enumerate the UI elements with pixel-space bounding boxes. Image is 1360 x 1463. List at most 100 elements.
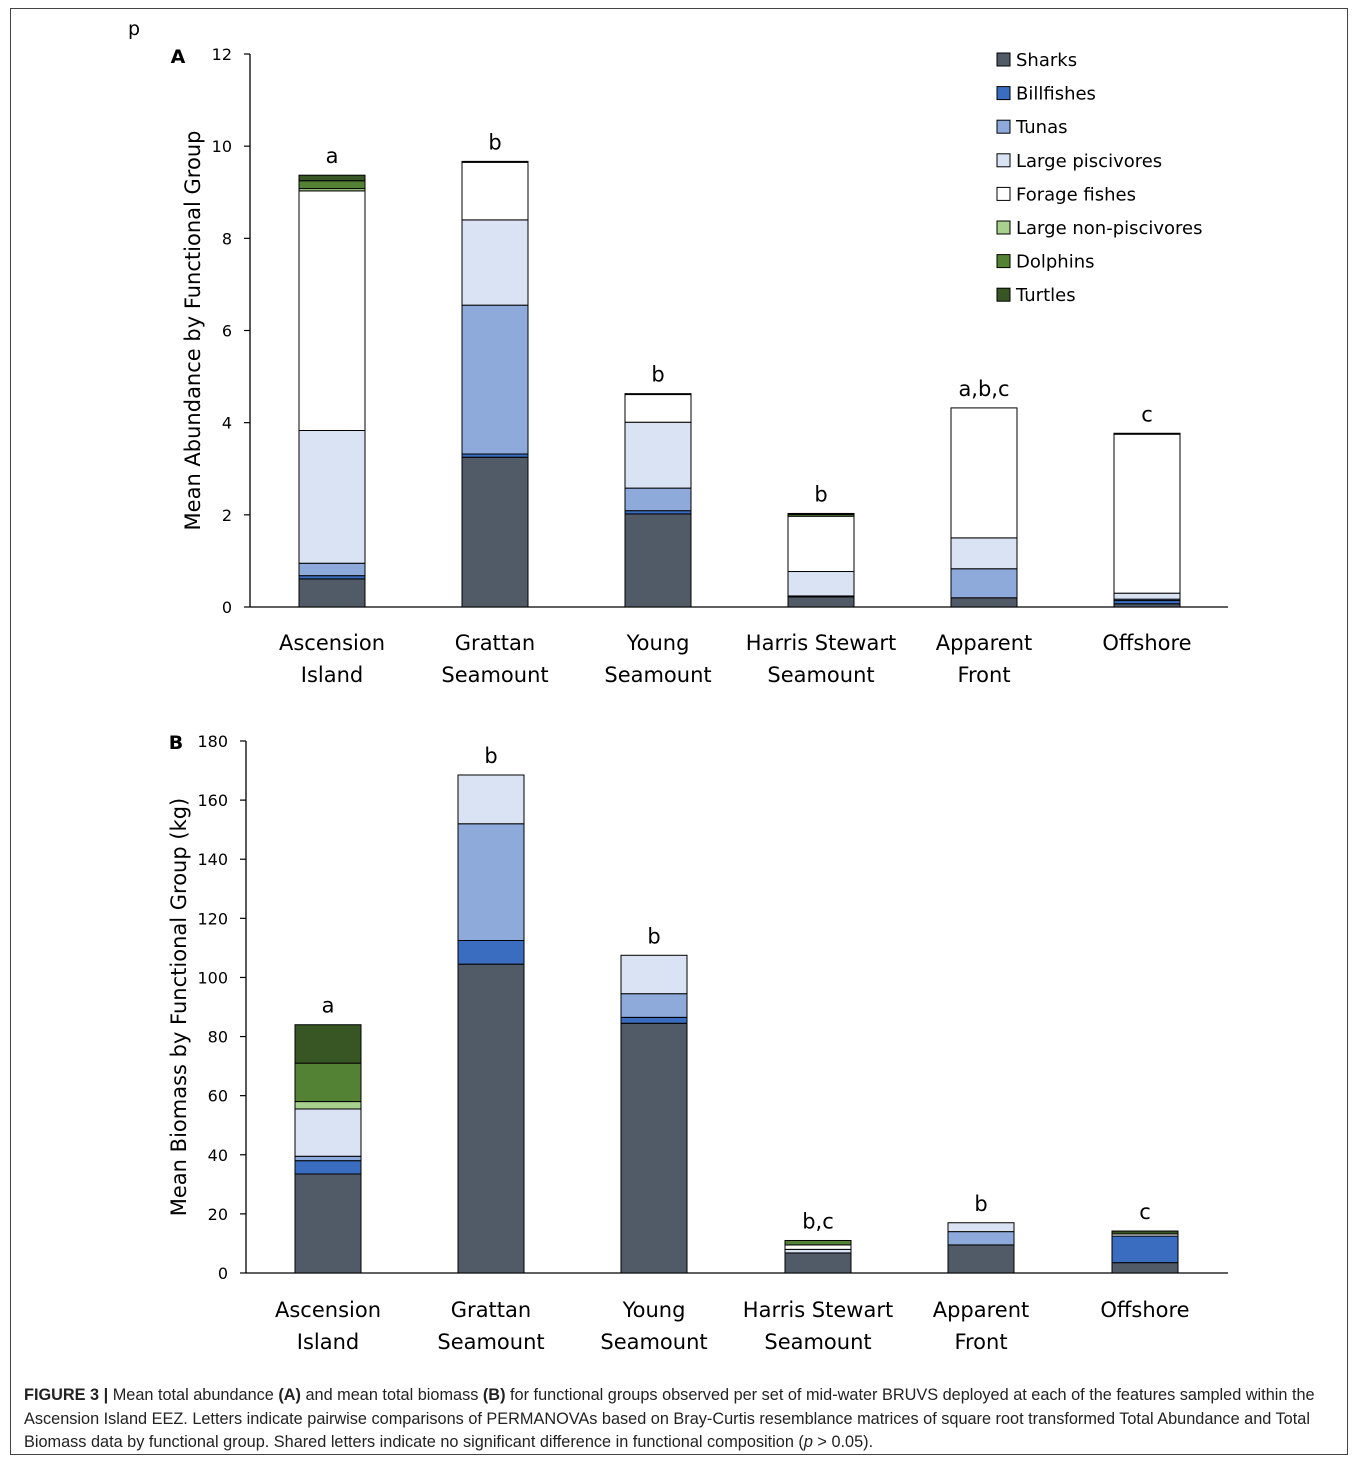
legend-label: Tunas bbox=[1015, 117, 1068, 138]
caption-p: p bbox=[803, 1433, 813, 1451]
bar-segment-sharks bbox=[787, 596, 855, 608]
bar-segment-sharks bbox=[298, 578, 366, 608]
bar-segment-tunas bbox=[624, 487, 692, 512]
y-tick-label: 100 bbox=[197, 968, 228, 987]
bar-segment-forage-fishes bbox=[950, 407, 1018, 539]
bar-segment-turtles bbox=[787, 512, 855, 515]
x-category-label: Apparent bbox=[936, 631, 1033, 655]
legend-swatch bbox=[996, 254, 1011, 269]
bar-segment-tunas bbox=[947, 1231, 1015, 1246]
bar-segment-forage-fishes bbox=[784, 1244, 852, 1250]
chart-panel-a: A 0 2 4 6 8 10 12 Mean Abundance by Functional G… bbox=[171, 45, 1228, 687]
legend-swatch bbox=[996, 186, 1011, 201]
bar-segment-sharks bbox=[950, 597, 1018, 608]
bar-segment-sharks bbox=[624, 513, 692, 608]
significance-letter: b,c bbox=[802, 1209, 834, 1233]
y-tick-label: 8 bbox=[222, 229, 232, 248]
legend-swatch bbox=[996, 52, 1011, 67]
significance-letter: b bbox=[974, 1192, 987, 1216]
bar-segment-forage-fishes bbox=[461, 161, 529, 221]
caption-panel-b: (B) bbox=[482, 1386, 506, 1404]
bar-segment-sharks bbox=[457, 963, 525, 1274]
bar-segment-large-piscivores bbox=[1113, 592, 1181, 600]
x-category-label: Offshore bbox=[1100, 1298, 1189, 1322]
significance-letter: c bbox=[1139, 1200, 1151, 1224]
x-category-label: Harris Stewart bbox=[743, 1298, 893, 1322]
bar-segment-turtles bbox=[624, 393, 692, 396]
legend-swatch bbox=[996, 220, 1011, 235]
panel-label: A bbox=[171, 46, 186, 68]
bar-segment-tunas bbox=[620, 993, 688, 1018]
y-axis-label: Mean Biomass by Functional Group (kg) bbox=[167, 798, 191, 1216]
panel-label: B bbox=[169, 732, 183, 754]
x-category-label: Young bbox=[622, 1298, 686, 1322]
y-tick-label: 0 bbox=[218, 1264, 228, 1283]
bar-segment-sharks bbox=[294, 1173, 362, 1274]
significance-letter: b bbox=[814, 482, 827, 506]
x-category-label: Seamount bbox=[604, 663, 711, 687]
bar-segment-large-piscivores bbox=[624, 421, 692, 489]
caption-panel-a: (A) bbox=[278, 1386, 301, 1404]
y-tick-label: 140 bbox=[197, 850, 228, 869]
y-tick-label: 0 bbox=[222, 598, 232, 617]
bar-segment-sharks bbox=[461, 456, 529, 608]
bar-segment-tunas bbox=[294, 1155, 362, 1162]
significance-letter: c bbox=[1141, 402, 1153, 426]
x-category-label: Seamount bbox=[767, 663, 874, 687]
bar-segment-tunas bbox=[950, 568, 1018, 599]
x-category-label: Seamount bbox=[600, 1330, 707, 1354]
figure-charts: A 0 2 4 6 8 10 12 Mean Abundance by Functional G… bbox=[167, 45, 1228, 1354]
bar-segment-forage-fishes bbox=[624, 394, 692, 423]
chart-panel-b: B 0 20 40 60 80 100 120 140 160 180 Mean Biomass by… bbox=[167, 732, 1228, 1354]
y-tick-label: 10 bbox=[212, 137, 232, 156]
bar-segment-large-piscivores bbox=[457, 774, 525, 825]
bar-segment-large-piscivores bbox=[620, 954, 688, 995]
bar-segment-large-piscivores bbox=[294, 1108, 362, 1157]
y-tick-label: 120 bbox=[197, 909, 228, 928]
x-category-label: Front bbox=[954, 1330, 1007, 1354]
x-category-label: Seamount bbox=[441, 663, 548, 687]
x-category-label: Island bbox=[297, 1330, 359, 1354]
stray-letter: p bbox=[128, 18, 141, 40]
bar-segment-turtles bbox=[294, 1024, 362, 1064]
bar-segment-tunas bbox=[298, 562, 366, 577]
bar-segment-large-piscivores bbox=[947, 1222, 1015, 1233]
legend-label: Large non-piscivores bbox=[1016, 218, 1203, 239]
x-category-label: Ascension bbox=[275, 1298, 381, 1322]
bar-segment-tunas bbox=[461, 304, 529, 455]
x-category-label: Harris Stewart bbox=[746, 631, 896, 655]
legend-label: Large piscivores bbox=[1016, 151, 1162, 172]
bar-segment-turtles bbox=[1111, 1230, 1179, 1235]
bar-segment-large-piscivores bbox=[950, 537, 1018, 570]
bar-segment-forage-fishes bbox=[298, 190, 366, 432]
bar-segment-dolphins bbox=[294, 1062, 362, 1103]
bar-segment-turtles bbox=[461, 160, 529, 163]
y-tick-label: 60 bbox=[208, 1087, 228, 1106]
significance-letter: a bbox=[322, 994, 335, 1018]
bar-segment-sharks bbox=[1111, 1262, 1179, 1274]
x-category-label: Island bbox=[301, 663, 363, 687]
x-category-label: Grattan bbox=[455, 631, 535, 655]
x-category-label: Seamount bbox=[437, 1330, 544, 1354]
y-tick-label: 6 bbox=[222, 322, 232, 341]
legend-swatch bbox=[996, 287, 1011, 302]
y-tick-label: 12 bbox=[212, 45, 232, 64]
y-tick-label: 4 bbox=[222, 414, 232, 433]
bar-segment-large-piscivores bbox=[298, 430, 366, 564]
caption-text-4: > 0.05). bbox=[812, 1433, 874, 1451]
y-tick-label: 20 bbox=[208, 1205, 228, 1224]
y-axis-label: Mean Abundance by Functional Group bbox=[181, 131, 205, 531]
significance-letter: b bbox=[647, 924, 660, 948]
significance-letter: a bbox=[326, 144, 339, 168]
bar-segment-turtles bbox=[1113, 432, 1181, 435]
y-tick-label: 160 bbox=[197, 791, 228, 810]
bar-segment-billfishes bbox=[620, 1016, 688, 1024]
caption-label: FIGURE 3 | bbox=[24, 1386, 109, 1404]
bar-segment-sharks bbox=[620, 1022, 688, 1274]
x-category-label: Ascension bbox=[279, 631, 385, 655]
bar-segment-large-piscivores bbox=[787, 571, 855, 597]
bar-segment-billfishes bbox=[294, 1160, 362, 1175]
x-category-label: Seamount bbox=[764, 1330, 871, 1354]
significance-letter: b bbox=[484, 744, 497, 768]
bar-segment-forage-fishes bbox=[787, 515, 855, 573]
